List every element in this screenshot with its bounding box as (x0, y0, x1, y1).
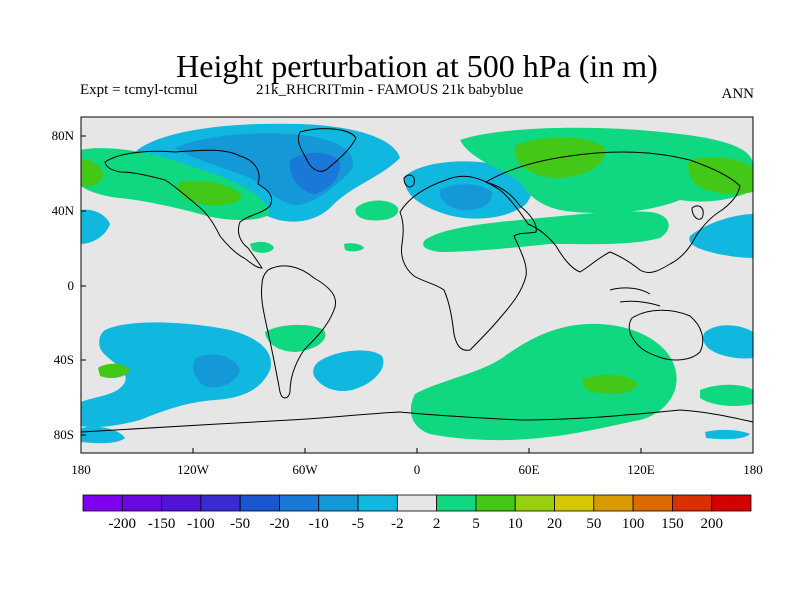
lat-tick-label: 80N (52, 128, 75, 143)
lon-tick-label: 120W (177, 462, 210, 477)
contour-pos-mideast (423, 211, 669, 252)
colorbar-label: 200 (700, 516, 723, 532)
colorbar-label: -100 (187, 516, 215, 532)
map-panel (81, 117, 753, 453)
run-label: 21k_RHCRITmin - FAMOUS 21k babyblue (256, 82, 524, 98)
colorbar-label: 20 (547, 516, 562, 532)
contour-neg-antarctic-west (81, 426, 125, 444)
contour-pos-south-pacific-core (98, 363, 130, 378)
contour-neg-eastasia (689, 214, 753, 258)
colorbar-label: 10 (508, 516, 523, 532)
colorbar-swatch (396, 494, 438, 512)
colorbar-label: -20 (269, 516, 289, 532)
colorbar-label: -10 (309, 516, 329, 532)
colorbar-swatch (318, 494, 359, 512)
colorbar-swatch (436, 494, 477, 512)
lon-tick-label: 0 (414, 462, 421, 477)
coastline-uk (403, 174, 415, 188)
colorbar-label: -5 (352, 516, 365, 532)
colorbar: -200 -150 -100 -50 -20 -10 -5 -2 2 5 10 20 50 100 150 2… (82, 494, 752, 532)
colorbar-swatch (200, 494, 241, 512)
plot-title: Height perturbation at 500 hPa (in m) (176, 48, 658, 84)
colorbar-label: 5 (472, 516, 480, 532)
colorbar-label: 50 (586, 516, 601, 532)
colorbar-label: 150 (661, 516, 684, 532)
coastline-australia (628, 309, 704, 361)
colorbar-swatch (161, 494, 202, 512)
contour-neg-europe-core (439, 184, 493, 211)
colorbar-swatch (672, 494, 713, 512)
lon-axis: 180 120W 60W 0 60E 120E 180 (71, 448, 763, 477)
colorbar-swatch (554, 494, 595, 512)
coastline-asia (484, 151, 741, 273)
contour-pos-atlantic (355, 200, 399, 221)
colorbar-label: 100 (622, 516, 645, 532)
lon-tick-label: 60E (519, 462, 540, 477)
colorbar-swatch (514, 494, 555, 512)
contour-neg-australia (703, 325, 753, 359)
contour-pos-pacific-core (177, 180, 242, 206)
coastline-indonesia (609, 287, 661, 307)
contour-neg-westpacific (81, 209, 110, 244)
coastline-japan (691, 205, 704, 220)
contour-pos-tropics (250, 241, 274, 253)
lat-tick-label: 40S (54, 352, 74, 367)
colorbar-label: -150 (148, 516, 176, 532)
contour-pos-south-america (265, 324, 326, 352)
coastline-north-america (104, 149, 273, 269)
colorbar-swatch (82, 494, 123, 512)
colorbar-label: 2 (433, 516, 441, 532)
lat-tick-label: 40N (52, 203, 75, 218)
lat-tick-label: 0 (68, 278, 75, 293)
lon-tick-label: 180 (743, 462, 763, 477)
contour-pos-southeast (700, 384, 753, 406)
season-label: ANN (721, 86, 755, 102)
colorbar-label: -200 (109, 516, 137, 532)
colorbar-swatch (632, 494, 673, 512)
experiment-label: Expt = tcmyl-tcmul (80, 82, 198, 98)
colorbar-swatch (239, 494, 280, 512)
contour-pos-indian (410, 323, 677, 441)
contour-fills (81, 123, 753, 444)
contour-pos-indian-core (582, 374, 638, 394)
coastlines (81, 128, 753, 433)
colorbar-swatch (279, 494, 320, 512)
coastline-greenland (297, 128, 357, 172)
colorbar-label: -2 (391, 516, 404, 532)
lat-tick-label: 80S (54, 427, 74, 442)
colorbar-swatch (711, 494, 752, 512)
contour-neg-south-pacific-core (193, 354, 240, 388)
colorbar-swatch (475, 494, 516, 512)
lon-tick-label: 180 (71, 462, 91, 477)
lon-tick-label: 120E (627, 462, 655, 477)
colorbar-label: -50 (230, 516, 250, 532)
contour-neg-south-atlantic (313, 350, 384, 392)
contour-neg-south-pacific (81, 322, 271, 428)
colorbar-swatch (357, 494, 398, 512)
contour-pos-atlantic-small (344, 243, 364, 252)
colorbar-swatch (593, 494, 634, 512)
lon-tick-label: 60W (292, 462, 318, 477)
coastline-antarctica (81, 409, 753, 433)
lat-axis: 80N 40N 0 40S 80S (52, 128, 86, 442)
colorbar-swatch (121, 494, 162, 512)
contour-pos-asia-east (688, 157, 753, 194)
contour-pos-pacific-west (81, 159, 104, 187)
contour-neg-antarctic-east (705, 429, 750, 440)
coastline-south-america (261, 265, 336, 399)
contour-neg-greenland-core (289, 152, 341, 194)
coastline-eurafrica (399, 175, 537, 351)
